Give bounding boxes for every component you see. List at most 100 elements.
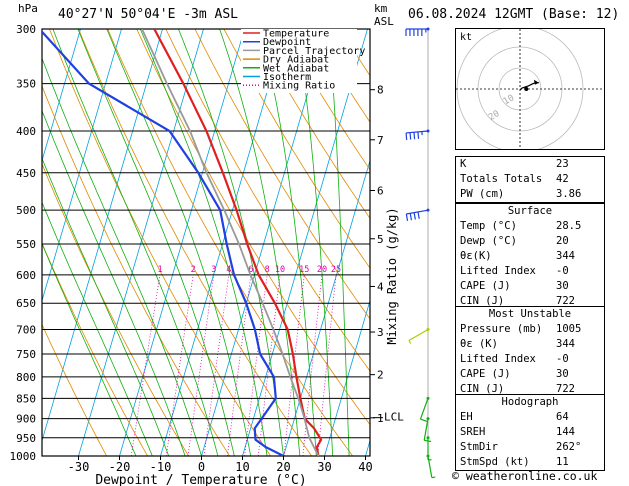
mixing-ratio-label: 15 [299, 265, 309, 275]
isotherm-line [201, 29, 327, 456]
surface-title: Surface [507, 205, 553, 217]
index-row-k: K 23 [460, 158, 569, 170]
hodo-row: EH 64 [460, 411, 569, 423]
indices-table: K 23 Totals Totals 42 PW (cm) 3.86 [455, 156, 605, 203]
hodo-row: SREH 144 [460, 426, 575, 438]
temperature-tick-label: 10 [235, 460, 249, 474]
mu-row: Pressure (mb) 1005 [460, 323, 582, 335]
legend-entry: Mixing Ratio [263, 81, 335, 92]
isotherm-line [242, 29, 368, 456]
storm-motion-marker [524, 87, 529, 91]
mixing-ratio-line [244, 274, 268, 456]
wind-barb-flag [417, 131, 420, 139]
wind-barb [419, 396, 430, 422]
km-tick-label: 7 [377, 134, 384, 147]
pressure-tick-label: 500 [16, 204, 36, 217]
dry-adiabat-line [136, 29, 370, 426]
wet-adiabat-line [77, 29, 235, 456]
hodo-row: StmDir 262° [460, 441, 582, 453]
wind-barb-half [431, 476, 436, 479]
wind-barb-staff [406, 130, 429, 134]
km-tick-label: 2 [377, 369, 384, 382]
wind-barb-dot [426, 129, 430, 133]
hodograph-arrowhead [533, 79, 539, 85]
wind-barb-staff [423, 418, 429, 441]
surface-row: Temp (°C) 28.5 [460, 220, 582, 232]
legend-entry: Wet Adiabat [263, 63, 329, 74]
wind-barb-dot [426, 454, 430, 458]
mixing-ratio-label: 2 [191, 265, 196, 275]
mu-row: Lifted Index -0 [460, 353, 569, 365]
mixing-ratio-line [302, 274, 323, 456]
surface-row: Lifted Index -0 [460, 265, 569, 277]
pressure-tick-label: 900 [16, 413, 36, 426]
temperature-tick-label: 40 [358, 460, 372, 474]
pressure-tick-label: 700 [16, 324, 36, 337]
mixing-ratio-line [165, 274, 194, 456]
hodograph-table-title: Hodograph [501, 396, 559, 408]
mu-row: CIN (J) 722 [460, 383, 575, 395]
series-group [42, 29, 323, 456]
asl-unit-label: ASL [374, 15, 394, 28]
mixing-ratio-label: 10 [275, 265, 285, 275]
hodograph-ring-label: 20 [487, 109, 501, 123]
km-tick-label: 8 [377, 84, 384, 97]
surface-row: θε(K) 344 [460, 250, 575, 262]
parcel-trajectory-line [141, 29, 320, 456]
wind-barb [426, 454, 436, 479]
wind-barb-dot [426, 396, 430, 400]
surface-row: CIN (J) 722 [460, 295, 575, 307]
mixing-ratio-line [257, 274, 281, 456]
datetime-label: 06.08.2024 12GMT (Base: 12) [408, 7, 620, 22]
location-label: 40°27'N 50°04'E -3m ASL [58, 7, 239, 22]
index-row-pw: PW (cm) 3.86 [460, 188, 582, 200]
wet-adiabat-line [139, 29, 268, 456]
pressure-tick-label: 600 [16, 269, 36, 282]
km-tick-label: 3 [377, 326, 384, 339]
temperature-tick-label: -10 [150, 460, 172, 474]
wind-barb-flag [413, 212, 416, 220]
km-tick-label: 4 [377, 280, 384, 293]
legend-entry: Dewpoint [263, 37, 311, 48]
mixing-ratio-line [187, 274, 215, 456]
wind-barb-staff [427, 455, 433, 478]
isotherm-line [160, 29, 286, 456]
pressure-tick-label: 400 [16, 125, 36, 138]
mixing-ratio-line [130, 274, 161, 456]
hodograph-table: Hodograph EH 64 SREH 144 StmDir 262° StmSpd… [455, 394, 605, 471]
wind-barb-staff [408, 328, 429, 342]
copyright-footer: © weatheronline.co.uk [452, 469, 598, 483]
dry-adiabat-line [252, 29, 370, 220]
pressure-tick-label: 450 [16, 167, 36, 180]
wind-barb-dot [426, 436, 430, 440]
isotherm-line [324, 299, 370, 456]
temperature-tick-label: 0 [198, 460, 205, 474]
plot-frame [41, 28, 371, 457]
index-row-totals: Totals Totals 42 [460, 173, 569, 185]
temperature-tick-label: 20 [276, 460, 290, 474]
hpa-unit-label: hPa [18, 2, 38, 15]
dry-adiabat-line [602, 29, 629, 456]
mu-row: CAPE (J) 30 [460, 368, 569, 380]
pressure-tick-label: 850 [16, 392, 36, 405]
wet-adiabat-line [42, 109, 186, 456]
hodo-row: StmSpd (kt) 11 [460, 456, 569, 468]
surface-row: Dewp (°C) 20 [460, 235, 569, 247]
pressure-tick-label: 550 [16, 238, 36, 251]
wind-barb [405, 129, 430, 140]
pressure-tick-label: 750 [16, 348, 36, 361]
temperature-tick-label: 30 [317, 460, 331, 474]
temperature-tick-label: -20 [109, 460, 131, 474]
pressure-tick-label: 650 [16, 297, 36, 310]
legend-entry: Parcel Trajectory [263, 46, 365, 57]
wind-barb-flag [409, 213, 413, 221]
legend-entry: Dry Adiabat [263, 55, 329, 66]
wind-barb-dot [426, 328, 430, 332]
wind-barb-dot [426, 208, 430, 212]
most-unstable-title: Most Unstable [488, 308, 572, 320]
legend-entry: Temperature [263, 29, 329, 40]
wind-barb-flag [405, 213, 409, 221]
mixing-ratio-label: 4 [226, 265, 231, 275]
pressure-tick-label: 950 [16, 432, 36, 445]
